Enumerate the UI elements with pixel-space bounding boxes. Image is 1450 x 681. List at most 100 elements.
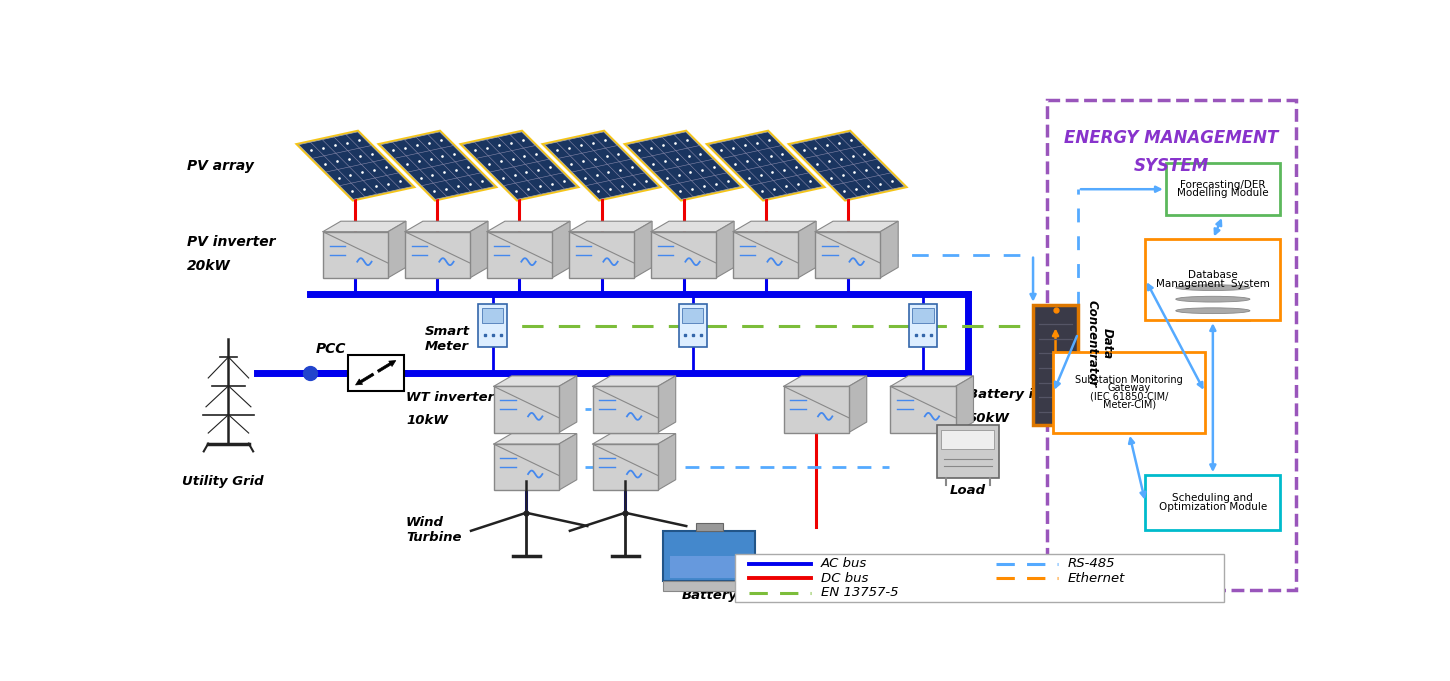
FancyBboxPatch shape [1166, 163, 1280, 215]
Polygon shape [558, 376, 577, 432]
FancyBboxPatch shape [1176, 299, 1250, 309]
FancyBboxPatch shape [890, 386, 956, 432]
FancyBboxPatch shape [696, 523, 724, 531]
Text: Smart
Meter: Smart Meter [425, 325, 470, 353]
FancyBboxPatch shape [679, 304, 706, 347]
Text: DC bus: DC bus [821, 572, 869, 585]
FancyBboxPatch shape [323, 232, 389, 278]
FancyBboxPatch shape [783, 386, 848, 432]
Polygon shape [734, 221, 816, 232]
Polygon shape [545, 132, 658, 200]
FancyBboxPatch shape [1146, 239, 1280, 320]
FancyBboxPatch shape [1032, 304, 1077, 425]
FancyBboxPatch shape [663, 531, 755, 581]
FancyBboxPatch shape [682, 308, 703, 323]
FancyBboxPatch shape [735, 554, 1224, 603]
FancyBboxPatch shape [348, 355, 403, 391]
Polygon shape [790, 132, 905, 200]
Polygon shape [956, 376, 973, 432]
FancyBboxPatch shape [1146, 475, 1280, 530]
Polygon shape [380, 132, 494, 200]
Text: Management  System: Management System [1156, 279, 1270, 289]
Polygon shape [626, 132, 741, 200]
Text: 20kW: 20kW [187, 259, 231, 273]
Text: (IEC 61850-CIM/: (IEC 61850-CIM/ [1090, 392, 1169, 402]
FancyBboxPatch shape [651, 232, 716, 278]
Polygon shape [651, 221, 734, 232]
Text: 50kW: 50kW [969, 413, 1009, 426]
FancyBboxPatch shape [912, 308, 934, 323]
Polygon shape [380, 132, 494, 200]
FancyBboxPatch shape [1053, 352, 1205, 433]
FancyBboxPatch shape [734, 232, 798, 278]
Polygon shape [487, 221, 570, 232]
FancyBboxPatch shape [815, 232, 880, 278]
FancyBboxPatch shape [937, 425, 999, 477]
Polygon shape [848, 376, 867, 432]
FancyBboxPatch shape [568, 232, 634, 278]
Text: Scheduling and: Scheduling and [1173, 493, 1253, 503]
Text: 10kW: 10kW [406, 415, 448, 428]
FancyBboxPatch shape [405, 232, 470, 278]
Text: Load: Load [950, 484, 986, 497]
FancyBboxPatch shape [663, 581, 755, 590]
Polygon shape [815, 221, 898, 232]
FancyBboxPatch shape [493, 444, 558, 490]
Ellipse shape [1176, 285, 1250, 291]
Polygon shape [558, 434, 577, 490]
FancyBboxPatch shape [493, 386, 558, 432]
Polygon shape [545, 132, 658, 200]
Polygon shape [716, 221, 734, 278]
Text: RS-485: RS-485 [1067, 557, 1115, 570]
Polygon shape [299, 132, 412, 200]
Polygon shape [790, 132, 905, 200]
FancyBboxPatch shape [481, 308, 503, 323]
Text: Utility Grid: Utility Grid [183, 475, 264, 488]
FancyBboxPatch shape [1047, 100, 1296, 590]
Text: PV inverter: PV inverter [187, 235, 276, 249]
Text: ENERGY MANAGEMENT: ENERGY MANAGEMENT [1064, 129, 1279, 147]
Polygon shape [658, 434, 676, 490]
Text: Ethernet: Ethernet [1067, 572, 1125, 585]
Polygon shape [709, 132, 822, 200]
Polygon shape [658, 376, 676, 432]
Polygon shape [634, 221, 652, 278]
Text: Forecasting/DER: Forecasting/DER [1180, 180, 1266, 190]
Polygon shape [783, 376, 867, 386]
FancyBboxPatch shape [1176, 287, 1250, 298]
Text: Database: Database [1188, 270, 1238, 281]
Text: WT inverter: WT inverter [406, 392, 494, 405]
Text: PV array: PV array [187, 159, 254, 172]
Text: EN 13757-5: EN 13757-5 [821, 586, 898, 599]
Text: Optimization Module: Optimization Module [1159, 502, 1267, 511]
FancyBboxPatch shape [909, 304, 937, 347]
Text: Modelling Module: Modelling Module [1177, 189, 1269, 198]
Text: PCC: PCC [316, 342, 347, 356]
Polygon shape [626, 132, 741, 200]
Text: Battery: Battery [682, 589, 738, 602]
FancyBboxPatch shape [941, 430, 995, 449]
Text: Data
Concentrator: Data Concentrator [1086, 300, 1114, 387]
Text: Gateway: Gateway [1108, 383, 1151, 393]
Polygon shape [299, 132, 412, 200]
FancyBboxPatch shape [1176, 311, 1250, 321]
Text: AC bus: AC bus [821, 557, 867, 570]
Ellipse shape [1176, 308, 1250, 313]
Polygon shape [552, 221, 570, 278]
Polygon shape [493, 376, 577, 386]
Ellipse shape [1176, 296, 1250, 302]
Text: Wind
Turbine: Wind Turbine [406, 516, 461, 544]
Polygon shape [880, 221, 898, 278]
FancyBboxPatch shape [593, 386, 658, 432]
Polygon shape [568, 221, 652, 232]
Polygon shape [323, 221, 406, 232]
Text: Meter-CIM): Meter-CIM) [1102, 400, 1156, 410]
Polygon shape [709, 132, 822, 200]
Polygon shape [493, 434, 577, 444]
Polygon shape [470, 221, 489, 278]
Text: Substation Monitoring: Substation Monitoring [1076, 375, 1183, 385]
Polygon shape [389, 221, 406, 278]
Polygon shape [890, 376, 973, 386]
Text: Battery inverter: Battery inverter [969, 388, 1089, 401]
Polygon shape [798, 221, 816, 278]
